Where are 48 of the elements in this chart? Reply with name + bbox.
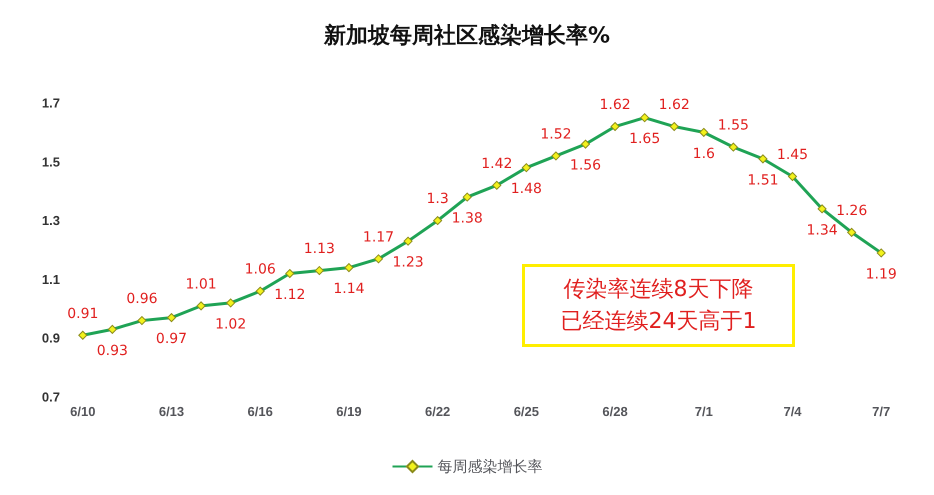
y-tick-label: 1.1	[42, 272, 60, 287]
x-tick-label: 6/22	[424, 404, 450, 419]
annotation: 传染率连续8天下降	[564, 277, 754, 302]
y-tick-label: 0.9	[42, 330, 60, 346]
data-label: 1.65	[629, 131, 660, 148]
data-label: 1.02	[215, 316, 246, 332]
data-label: 1.01	[185, 276, 217, 292]
data-label: 1.3	[426, 191, 449, 208]
data-label: 1.42	[481, 156, 512, 172]
x-tick-label: 7/4	[783, 404, 802, 419]
data-label: 0.97	[156, 331, 188, 348]
data-label: 1.48	[510, 181, 542, 198]
data-label: 1.23	[392, 254, 424, 271]
annotation: 已经连续24天高于1	[560, 309, 756, 334]
data-label: 1.45	[776, 147, 808, 163]
data-label: 1.26	[836, 202, 868, 219]
data-label: 1.38	[452, 210, 483, 227]
x-tick-label: 6/25	[514, 404, 540, 419]
data-label: 1.14	[333, 281, 365, 298]
data-label: 1.13	[304, 241, 335, 258]
legend-label: 每周感染增长率	[438, 458, 542, 476]
data-label: 1.56	[570, 158, 602, 174]
data-label: 1.62	[658, 97, 690, 114]
data-label: 1.51	[747, 172, 779, 188]
x-tick-label: 7/1	[694, 404, 713, 419]
data-label: 1.6	[692, 146, 716, 162]
x-tick-label: 7/7	[872, 404, 890, 419]
x-tick-label: 6/28	[602, 404, 628, 419]
data-label: 0.96	[126, 291, 158, 308]
data-label: 1.17	[362, 229, 394, 246]
y-tick-label: 0.7	[42, 390, 60, 404]
y-tick-label: 1.3	[42, 213, 60, 228]
data-label: 0.93	[96, 342, 128, 359]
data-label: 1.19	[866, 266, 897, 282]
data-label: 1.62	[599, 97, 631, 114]
data-label: 1.06	[244, 262, 276, 278]
data-label: 1.34	[806, 222, 838, 238]
data-label: 1.55	[718, 118, 749, 134]
x-tick-label: 6/19	[336, 404, 362, 419]
data-label: 1.12	[274, 287, 306, 304]
chart-title: 新加坡每周社区感染增长率%	[322, 22, 610, 48]
y-tick-label: 1.5	[42, 154, 60, 170]
x-tick-label: 6/10	[70, 404, 96, 419]
x-tick-label: 6/13	[158, 404, 184, 419]
y-tick-label: 1.7	[42, 96, 60, 110]
data-label: 1.52	[540, 126, 572, 142]
x-tick-label: 6/16	[248, 404, 273, 419]
data-label: 0.91	[67, 306, 98, 322]
